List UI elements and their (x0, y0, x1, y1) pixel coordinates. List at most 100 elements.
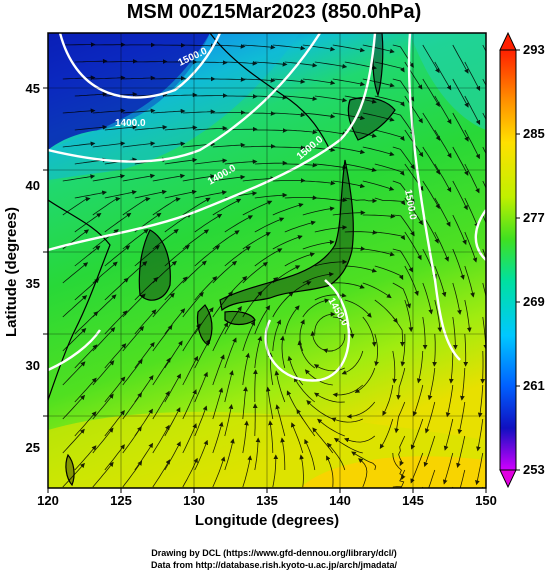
streamline (314, 311, 336, 334)
streamline (394, 401, 406, 434)
streamline (224, 438, 235, 471)
streamline (224, 94, 258, 99)
korea-peninsula (138, 229, 171, 301)
streamline (404, 61, 423, 90)
streamline (212, 387, 224, 420)
streamline (152, 390, 170, 420)
streamline (332, 210, 366, 216)
streamline (310, 330, 333, 352)
streamline (152, 324, 173, 352)
streamline (392, 350, 397, 384)
streamline (92, 108, 126, 114)
streamline (280, 335, 286, 369)
streamline (74, 311, 99, 335)
streamline (464, 95, 481, 126)
streamline (344, 95, 377, 104)
streamline (194, 60, 228, 65)
streamline (434, 129, 452, 159)
streamline (422, 316, 428, 350)
streamline (242, 420, 249, 454)
streamline (392, 282, 411, 309)
japan-kyushu (196, 304, 213, 346)
streamline (434, 61, 452, 91)
streamline (452, 78, 469, 108)
streamline (212, 142, 246, 148)
streamline (434, 95, 452, 125)
streamline (312, 427, 334, 454)
streamline (164, 373, 181, 403)
streamline (134, 244, 160, 267)
streamline (443, 418, 454, 451)
streamline (297, 340, 316, 369)
streamline (92, 141, 126, 148)
streamline (362, 146, 395, 157)
streamline (62, 394, 86, 420)
streamline (302, 239, 335, 250)
streamline (475, 452, 484, 486)
streamline (314, 95, 348, 103)
x-tick-135: 135 (256, 493, 278, 508)
streamline (290, 422, 304, 454)
streamline (452, 112, 469, 142)
streamline (194, 158, 228, 165)
streamline (284, 305, 300, 335)
streamline (392, 180, 415, 204)
x-tick-130: 130 (183, 493, 205, 508)
streamline (74, 124, 108, 131)
streamline (242, 232, 271, 250)
streamline (212, 44, 246, 49)
streamline (459, 469, 466, 488)
streamline (399, 469, 406, 488)
streamline (212, 354, 225, 386)
streamline (434, 299, 443, 333)
streamline (122, 141, 156, 148)
streamline (194, 439, 209, 471)
streamline (62, 42, 96, 47)
streamline (464, 197, 479, 228)
streamline (164, 92, 198, 98)
streamline (314, 61, 348, 69)
streamline (62, 328, 87, 352)
streamline (332, 78, 366, 87)
x-axis-label: Longitude (degrees) (194, 512, 340, 529)
streamline (392, 316, 405, 347)
streamline (351, 451, 377, 471)
streamline (92, 75, 126, 81)
streamline (464, 129, 480, 160)
streamline (326, 455, 334, 488)
streamline (134, 125, 168, 131)
streamline (254, 128, 288, 133)
streamline (164, 340, 183, 369)
contour-1500-low (264, 279, 350, 382)
streamline (482, 282, 486, 299)
streamline (122, 426, 142, 454)
streamline (74, 58, 108, 64)
streamline (74, 377, 97, 403)
streamline (194, 190, 227, 199)
streamline (62, 174, 96, 182)
streamline (272, 145, 306, 151)
streamline (242, 290, 263, 318)
streamline (194, 245, 221, 267)
streamline (287, 355, 304, 386)
streamline (404, 95, 423, 124)
streamline (452, 180, 468, 211)
streamline (212, 174, 246, 182)
streamline (299, 454, 305, 488)
streamline (457, 401, 466, 435)
streamline (152, 197, 181, 216)
warm-region-southeast (300, 456, 486, 488)
streamline (392, 146, 415, 170)
x-tick-150: 150 (475, 493, 497, 508)
streamline (254, 61, 288, 67)
colorbar-scale (499, 49, 517, 471)
streamline (374, 163, 405, 176)
streamline (452, 214, 467, 245)
streamline (74, 344, 98, 369)
streamline (212, 421, 224, 454)
streamline (104, 212, 132, 233)
streamline (284, 95, 318, 102)
streamline (477, 384, 484, 418)
streamline (358, 458, 368, 488)
